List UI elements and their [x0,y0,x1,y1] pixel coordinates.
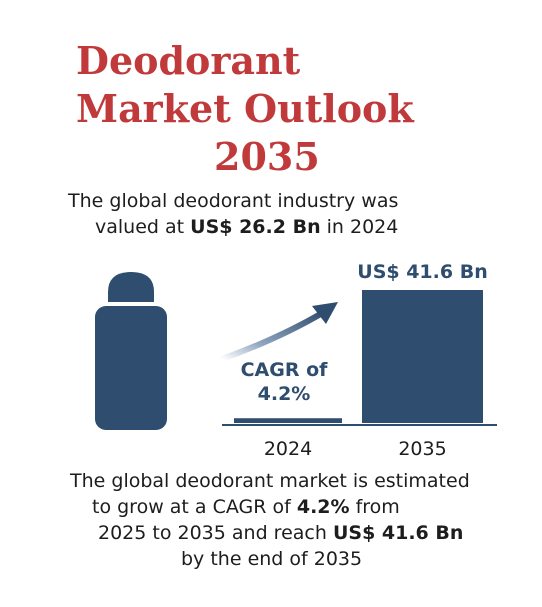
value-label-2035: US$ 41.6 Bn [357,261,487,283]
x-tick-2035: 2035 [398,438,446,460]
outro-line-3-pre: 2025 to 2035 and reach [98,522,333,544]
intro-value-2024: US$ 26.2 Bn [190,216,321,238]
outro-line-2-post: from [349,496,400,518]
x-tick-2024: 2024 [264,438,312,460]
outro-line-2: to grow at a CAGR of 4.2% from [92,494,400,520]
x-tick-labels: 2024 2035 [264,438,447,460]
outro-line-2-pre: to grow at a CAGR of [92,496,297,518]
cagr-annotation-line-1: CAGR of [241,359,329,381]
value-labels: US$ 41.6 Bn [357,261,487,283]
title-line-1: Deodorant [76,38,301,83]
intro-line-2-pre: valued at [95,216,191,238]
title-line-3: 2035 [214,134,320,179]
outro-cagr: 4.2% [296,496,350,518]
deodorant-icon [95,272,167,430]
bar-2035 [362,290,483,423]
outro-line-4: by the end of 2035 [181,548,363,570]
intro-line-2: valued at US$ 26.2 Bn in 2024 [95,214,398,240]
intro-line-2-post: in 2024 [320,216,399,238]
bars-group [234,290,483,423]
bar-2024 [234,418,342,423]
outro-line-3: 2025 to 2035 and reach US$ 41.6 Bn [98,520,463,546]
intro-line-1: The global deodorant industry was [68,190,399,212]
outro-value-2035: US$ 41.6 Bn [332,522,464,544]
market-chart: 2024 2035 US$ 41.6 Bn CAGR of 4.2% [95,261,497,460]
growth-arrow-icon [219,302,338,362]
cagr-annotation-line-2: 4.2% [258,383,311,405]
title-line-2: Market Outlook [76,86,414,131]
outro-line-1: The global deodorant market is estimated [70,470,470,492]
